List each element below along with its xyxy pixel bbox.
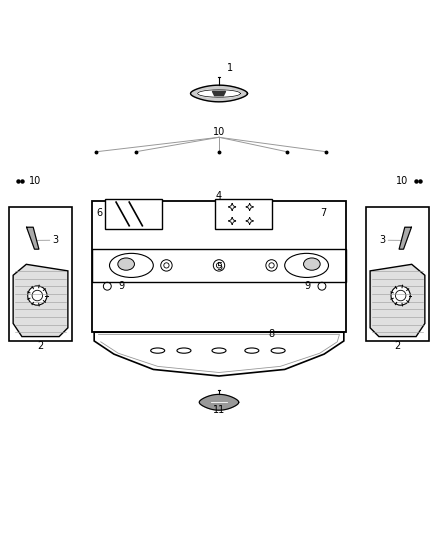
Text: 9: 9: [118, 281, 124, 291]
Circle shape: [28, 286, 47, 305]
Ellipse shape: [304, 258, 320, 270]
Polygon shape: [212, 91, 226, 96]
Bar: [105, 199, 162, 229]
Text: 2: 2: [395, 341, 401, 351]
Polygon shape: [198, 90, 240, 97]
Circle shape: [391, 286, 410, 305]
Polygon shape: [13, 264, 68, 336]
Bar: [9, 207, 72, 341]
Polygon shape: [399, 227, 411, 249]
Text: 5: 5: [216, 262, 222, 271]
Text: 4: 4: [216, 191, 222, 201]
Polygon shape: [27, 227, 39, 249]
Text: 10: 10: [29, 176, 42, 186]
Text: 9: 9: [305, 281, 311, 291]
Text: 8: 8: [268, 329, 275, 340]
Polygon shape: [199, 394, 239, 410]
Text: 2: 2: [38, 341, 44, 351]
Polygon shape: [370, 264, 425, 336]
Text: 10: 10: [213, 127, 225, 137]
Text: 3: 3: [53, 235, 59, 245]
Bar: [92, 201, 346, 332]
Bar: [92, 249, 346, 282]
Text: 7: 7: [320, 208, 326, 218]
Ellipse shape: [118, 258, 134, 270]
Text: 6: 6: [97, 208, 103, 218]
Text: 10: 10: [396, 176, 409, 186]
Bar: [215, 199, 272, 229]
Bar: [366, 207, 429, 341]
Text: 3: 3: [379, 235, 385, 245]
Polygon shape: [191, 85, 247, 102]
Text: 1: 1: [227, 63, 233, 73]
Text: 11: 11: [213, 405, 225, 415]
